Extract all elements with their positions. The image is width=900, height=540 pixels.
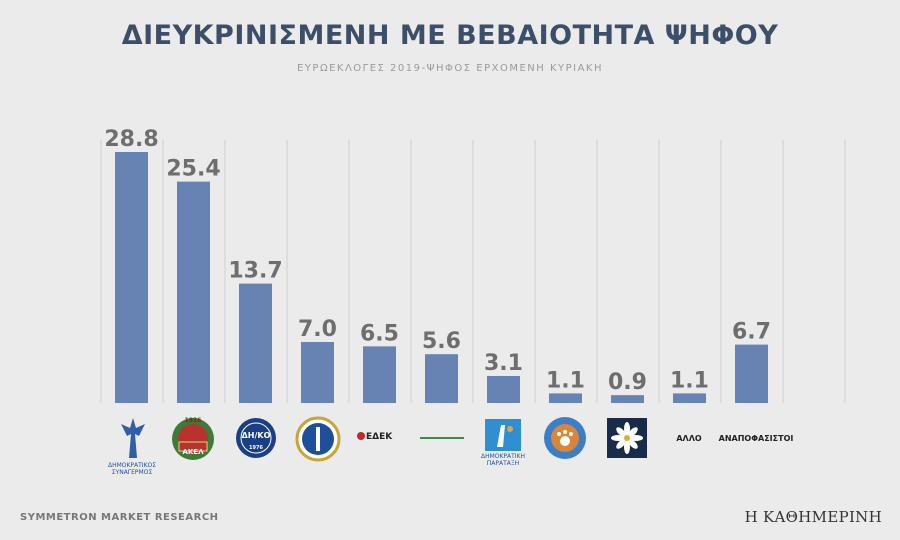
laurel-shield-icon (295, 416, 341, 462)
value-label-2: 13.7 (228, 259, 282, 284)
bar-5 (425, 354, 458, 403)
paw-badge-icon (544, 417, 586, 459)
publisher-logo: Η ΚΑΘΗΜΕΡΙΝΗ (744, 508, 882, 526)
value-label-0: 28.8 (104, 127, 158, 152)
chart-title: ΔΙΕΥΚΡΙΝΙΣΜΕΝΗ ΜΕ ΒΕΒΑΙΟΤΗΤΑ ΨΗΦΟΥ (121, 20, 779, 51)
category-label-anapofasistoi: ΑΝΑΠΟΦΑΣΙΣΤΟΙ (718, 434, 794, 443)
chart-subtitle: ΕΥΡΩΕΚΛΟΓΕΣ 2019-ΨΗΦΟΣ ΕΡΧΟΜΕΝΗ ΚΥΡΙΑΚΗ (296, 63, 604, 74)
category-label-allo: ΑΛΛΟ (676, 434, 702, 443)
logo-akel-name: ΑΚΕΛ (182, 448, 204, 456)
value-label-1: 25.4 (166, 157, 220, 182)
value-label-6: 3.1 (484, 351, 523, 376)
bar-4 (363, 346, 396, 403)
value-label-7: 1.1 (546, 368, 585, 393)
logo-diko-name: ΔΗ/ΚΟ (241, 431, 271, 440)
value-label-10: 6.7 (732, 320, 771, 345)
winged-figure-icon (121, 418, 145, 458)
figure-logo-icon (485, 419, 521, 451)
logo-disy-line1: ΔΗΜΟΚΡΑΤΙΚΟΣ (107, 462, 157, 469)
bar-6 (487, 375, 520, 403)
bar-2 (239, 283, 272, 403)
logo-akel-year: 1926 (184, 417, 202, 424)
value-label-5: 5.6 (422, 329, 461, 354)
value-label-4: 6.5 (360, 321, 399, 346)
logo-edek-name: ΕΔΕΚ (366, 432, 393, 442)
value-label-8: 0.9 (608, 370, 647, 395)
value-label-9: 1.1 (670, 368, 709, 393)
bar-8 (611, 395, 644, 403)
circular-badge-icon (236, 418, 276, 458)
flower-square-icon (607, 418, 647, 458)
bar-7 (549, 393, 582, 403)
logo-dipa-line1: ΔΗΜΟΚΡΑΤΙΚΗ (480, 453, 526, 460)
logo-dipa-line2: ΠΑΡΑΤΑΞΗ (486, 460, 520, 467)
source-label: SYMMETRON MARKET RESEARCH (20, 512, 219, 523)
logo-disy-line2: ΣΥΝΑΓΕΡΜΟΣ (111, 469, 153, 476)
bar-1 (177, 181, 210, 403)
logo-diko-year: 1976 (249, 445, 263, 451)
bar-9 (673, 393, 706, 403)
bar-3 (301, 341, 334, 403)
bar-10 (735, 344, 768, 403)
bar-0 (115, 152, 148, 403)
wreath-emblem-icon (172, 418, 214, 460)
value-label-3: 7.0 (298, 317, 337, 342)
text-logo-icon (420, 437, 464, 439)
edek-logo-icon (357, 432, 365, 440)
